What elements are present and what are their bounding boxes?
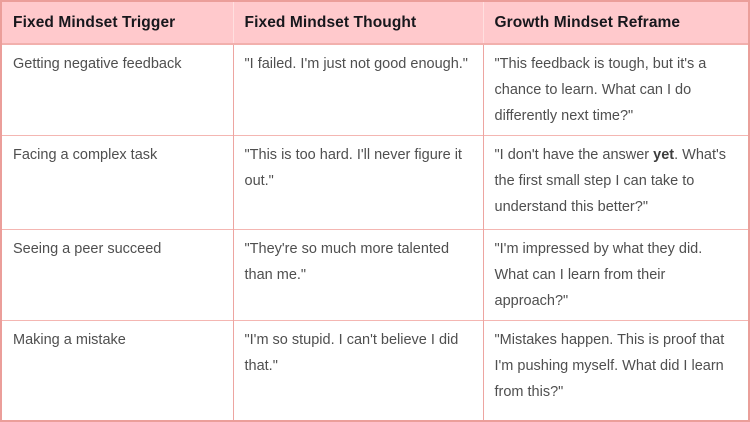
cell-reframe: "Mistakes happen. This is proof that I'm… <box>483 320 748 420</box>
cell-reframe: "I don't have the answer yet. What's the… <box>483 135 748 230</box>
reframe-emphasis-yet: yet <box>653 147 675 163</box>
cell-trigger: Facing a complex task <box>2 135 234 230</box>
header-cell-trigger: Fixed Mindset Trigger <box>2 2 234 45</box>
header-cell-thought: Fixed Mindset Thought <box>233 2 484 45</box>
table-row: Getting negative feedback "I failed. I'm… <box>2 44 748 136</box>
reframe-text: "I'm impressed by what they did. What ca… <box>494 241 703 309</box>
table-row: Making a mistake "I'm so stupid. I can't… <box>2 320 748 420</box>
cell-thought: "I failed. I'm just not good enough." <box>233 44 484 136</box>
cell-trigger: Getting negative feedback <box>2 44 234 136</box>
cell-thought: "This is too hard. I'll never figure it … <box>233 135 484 230</box>
table-row: Facing a complex task "This is too hard.… <box>2 135 748 230</box>
table-header-row: Fixed Mindset Trigger Fixed Mindset Thou… <box>2 2 748 45</box>
cell-thought: "They're so much more talented than me." <box>233 229 484 321</box>
cell-reframe: "I'm impressed by what they did. What ca… <box>483 229 748 321</box>
reframe-text: "This feedback is tough, but it's a chan… <box>494 56 707 124</box>
reframe-text: . What's the first small step I can take… <box>494 147 727 215</box>
table-row: Seeing a peer succeed "They're so much m… <box>2 229 748 321</box>
reframe-text: "I don't have the answer <box>494 147 654 163</box>
cell-trigger: Making a mistake <box>2 320 234 420</box>
cell-thought: "I'm so stupid. I can't believe I did th… <box>233 320 484 420</box>
header-cell-reframe: Growth Mindset Reframe <box>483 2 748 45</box>
cell-reframe: "This feedback is tough, but it's a chan… <box>483 44 748 136</box>
reframe-text: "Mistakes happen. This is proof that I'm… <box>494 332 725 400</box>
cell-trigger: Seeing a peer succeed <box>2 229 234 321</box>
